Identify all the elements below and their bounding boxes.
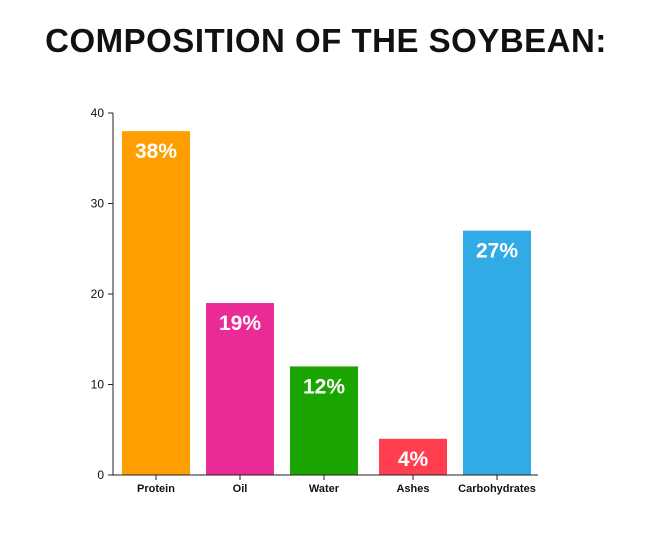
bar-carbohydrates	[463, 230, 531, 475]
y-tick-label: 10	[91, 378, 105, 392]
bar-ashes	[379, 438, 447, 475]
x-axis: Protein Oil Water Ashes Carbohydrates	[113, 474, 538, 495]
data-label-ashes: 4%	[398, 448, 429, 471]
x-tick-label-ashes: Ashes	[396, 483, 429, 495]
y-tick-label: 30	[91, 197, 105, 211]
data-label-oil: 19%	[219, 312, 261, 335]
y-tick-label: 20	[91, 287, 105, 301]
y-axis: 0 10 20 30 40	[91, 106, 114, 482]
x-tick-label-oil: Oil	[233, 483, 248, 495]
x-tick-label-carbohydrates: Carbohydrates	[458, 483, 536, 495]
bar-oil	[206, 303, 274, 475]
data-label-carbohydrates: 27%	[476, 240, 518, 263]
bars-group: 38% 19% 12% 4% 27%	[122, 131, 531, 475]
data-label-water: 12%	[303, 375, 345, 398]
y-tick-label: 0	[97, 468, 104, 482]
bar-protein	[122, 131, 190, 475]
x-tick-label-protein: Protein	[137, 483, 175, 495]
y-tick-label: 40	[91, 106, 105, 120]
x-tick-label-water: Water	[309, 483, 340, 495]
chart-title: COMPOSITION OF THE SOYBEAN:	[45, 22, 607, 59]
bar-water	[290, 366, 358, 475]
data-label-protein: 38%	[135, 140, 177, 163]
